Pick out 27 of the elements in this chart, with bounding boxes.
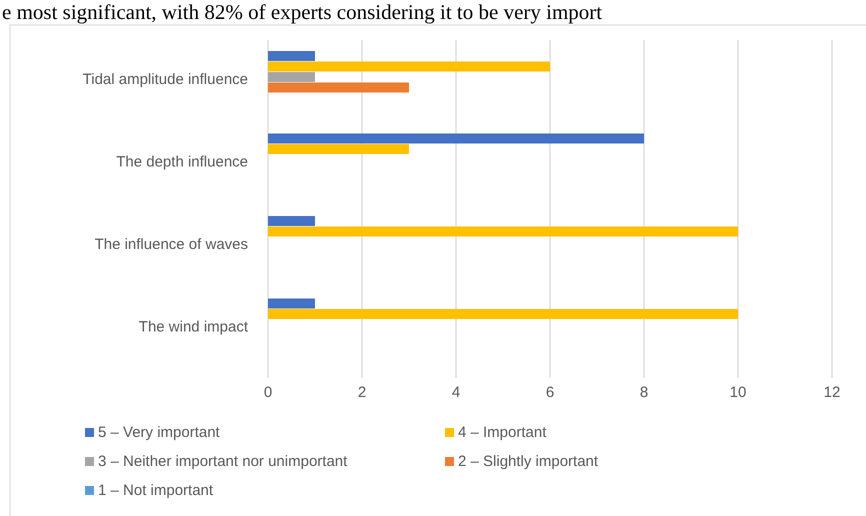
legend-label: 3 – Neither important nor unimportant xyxy=(98,452,348,470)
x-tick-label: 2 xyxy=(358,384,366,401)
legend-label: 1 – Not important xyxy=(98,482,214,499)
bar xyxy=(268,216,315,226)
legend-label: 4 – Important xyxy=(458,424,548,441)
x-tick-label: 8 xyxy=(640,384,648,401)
y-tick-label: Tidal amplitude influence xyxy=(82,71,248,88)
bar xyxy=(268,226,738,236)
bar xyxy=(268,309,738,319)
y-tick-label: The influence of waves xyxy=(94,236,248,254)
legend-label: 2 – Slightly important xyxy=(458,452,599,470)
x-tick-label: 0 xyxy=(264,384,272,401)
bar xyxy=(268,51,315,61)
legend-label: 5 – Very important xyxy=(98,424,221,441)
x-tick-label: 12 xyxy=(824,384,840,401)
bar xyxy=(268,62,550,72)
x-tick-label: 4 xyxy=(452,384,460,401)
text: e most significant, with 82% of experts considering it to be very import xyxy=(2,0,602,24)
y-tick-label: The depth influence xyxy=(116,154,248,171)
bar xyxy=(268,72,315,82)
bar xyxy=(268,82,409,92)
y-tick-label: The wind impact xyxy=(138,318,249,336)
bar xyxy=(268,144,409,154)
bar xyxy=(268,298,315,308)
bar xyxy=(268,134,644,144)
x-tick-label: 6 xyxy=(546,384,554,401)
x-tick-label: 10 xyxy=(730,384,746,401)
